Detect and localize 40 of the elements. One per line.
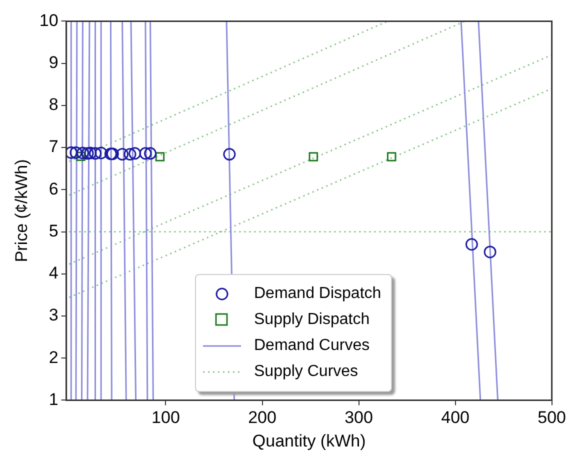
point	[116, 148, 129, 161]
point	[465, 238, 478, 251]
point	[124, 148, 136, 161]
point	[76, 146, 89, 160]
point	[128, 147, 142, 160]
x-tick-label: 400	[441, 408, 470, 428]
point	[308, 152, 318, 162]
y-tick-label: 1	[48, 390, 58, 409]
x-tick-label: 300	[344, 408, 373, 428]
point	[84, 146, 97, 160]
x-tick-label: 100	[152, 408, 180, 428]
x-axis-title: Quantity (kWh)	[252, 431, 366, 450]
y-tick-label: 5	[48, 221, 58, 240]
point	[66, 146, 78, 159]
legend-label: Demand Dispatch	[254, 285, 382, 303]
y-tick-label: 4	[48, 264, 58, 283]
point	[223, 148, 236, 161]
legend-label: Supply Dispatch	[254, 311, 370, 329]
y-tick-label: 3	[48, 306, 58, 325]
y-tick-label: 6	[48, 179, 58, 198]
y-tick-label: 7	[48, 137, 58, 156]
point	[144, 147, 157, 160]
x-tick-label: 200	[248, 408, 276, 428]
point	[70, 146, 82, 159]
x-tick-label: 500	[538, 408, 566, 428]
y-axis-title: Price (¢/kWh)	[12, 159, 31, 262]
point	[155, 152, 165, 162]
legend-label: Supply Curves	[254, 363, 358, 381]
legend-label: Demand Curves	[254, 337, 370, 355]
y-tick-label: 10	[39, 10, 58, 30]
y-tick-label: 2	[48, 348, 58, 367]
point	[386, 152, 396, 162]
point	[139, 147, 152, 160]
point	[94, 146, 108, 160]
y-tick-label: 9	[48, 53, 58, 72]
point	[76, 152, 86, 162]
point	[81, 147, 94, 160]
point	[484, 246, 496, 258]
y-tick-label: 8	[48, 95, 58, 114]
point	[89, 147, 102, 160]
